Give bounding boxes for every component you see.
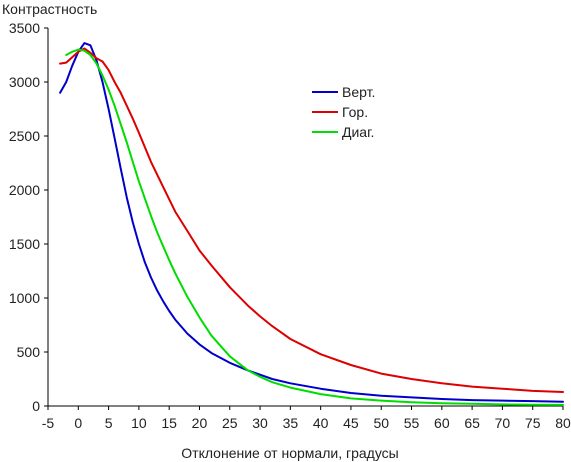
- y-tick-label: 0: [32, 398, 40, 414]
- x-tick-label: 75: [525, 415, 541, 431]
- series-line-1: [59, 42, 564, 403]
- series-line-2: [59, 47, 564, 393]
- legend-label-1: Верт.: [342, 84, 375, 100]
- x-tick-label: -5: [42, 415, 55, 431]
- x-tick-label: 20: [192, 415, 208, 431]
- x-tick-label: 0: [74, 415, 82, 431]
- series-group: [59, 42, 564, 406]
- x-tick-label: 30: [252, 415, 268, 431]
- x-tick-label: 40: [313, 415, 329, 431]
- legend-label-3: Диаг.: [342, 124, 374, 140]
- y-tick-label: 2500: [9, 128, 40, 144]
- x-tick-label: 15: [161, 415, 177, 431]
- x-tick-label: 10: [131, 415, 147, 431]
- x-tick-label: 60: [434, 415, 450, 431]
- x-tick-label: 65: [464, 415, 480, 431]
- x-tick-label: 35: [283, 415, 299, 431]
- x-tick-label: 55: [404, 415, 420, 431]
- y-tick-label: 500: [17, 344, 41, 360]
- x-axis-title: Отклонение от нормали, градусы: [181, 445, 398, 461]
- y-tick-label: 3500: [9, 20, 40, 36]
- y-tick-label: 1500: [9, 236, 40, 252]
- legend: Верт. Гор. Диаг.: [312, 84, 375, 140]
- x-tick-label: 80: [555, 415, 571, 431]
- x-tick-label: 70: [495, 415, 511, 431]
- x-tick-label: 50: [373, 415, 389, 431]
- series-line-3: [65, 48, 564, 406]
- x-tick-label: 5: [105, 415, 113, 431]
- y-tick-label: 1000: [9, 290, 40, 306]
- x-tick-label: 45: [343, 415, 359, 431]
- y-tick-label: 3000: [9, 74, 40, 90]
- y-tick-label: 2000: [9, 182, 40, 198]
- y-axis-title: Контрастность: [2, 1, 97, 17]
- x-tick-label: 25: [222, 415, 238, 431]
- legend-label-2: Гор.: [342, 104, 368, 120]
